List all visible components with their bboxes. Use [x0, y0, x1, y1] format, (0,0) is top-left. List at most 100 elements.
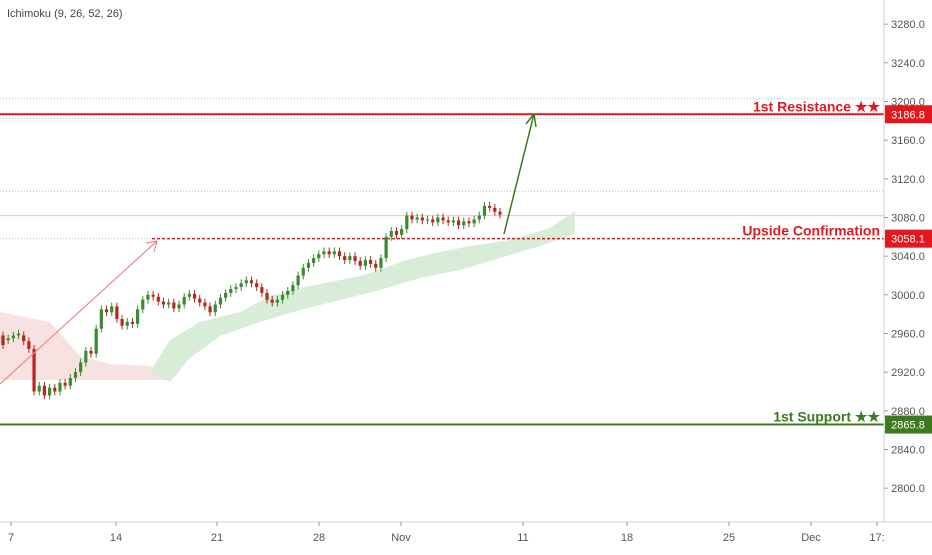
candle-body — [462, 221, 466, 226]
candle-body — [477, 215, 481, 220]
trend-arrow-head — [145, 240, 158, 253]
candle-body — [141, 299, 145, 310]
level-labels: 1st Resistance ★★ 3186.8 Upside Confirmati… — [742, 98, 932, 434]
y-tick-label: 3120.0 — [891, 174, 925, 186]
candle-body — [37, 385, 41, 392]
candle-body — [431, 219, 435, 223]
candle-body — [482, 205, 487, 216]
candle-body — [125, 321, 129, 326]
candle-body — [68, 377, 72, 386]
projection-arrow-line — [503, 113, 535, 235]
x-tick-label: 11 — [517, 532, 528, 544]
x-tick-label: 18 — [621, 532, 633, 544]
candle-body — [115, 306, 119, 319]
candle-body — [498, 211, 502, 215]
candle-body — [198, 298, 202, 303]
candle-body — [32, 348, 36, 392]
y-axis: 3280.0 3240.0 3200.0 3160.0 3120.0 3080.0 3040… — [883, 0, 925, 522]
candle-body — [358, 261, 362, 266]
candle-body — [384, 236, 388, 259]
candle-body — [394, 231, 399, 235]
candle-body — [94, 328, 98, 354]
candle-body — [451, 220, 456, 223]
candle-body — [312, 258, 316, 263]
candle-body — [353, 256, 357, 261]
x-tick-label: 7 — [8, 532, 14, 544]
x-tick-label: 17: — [869, 532, 884, 544]
candle-body — [110, 306, 114, 313]
candle-body — [286, 290, 290, 295]
candle-body — [374, 263, 378, 268]
candle-body — [363, 260, 367, 266]
y-tick-label: 3000.0 — [891, 290, 925, 302]
candle-body — [63, 382, 67, 386]
candle-body — [203, 302, 207, 307]
level-value-tag-resistance — [885, 105, 932, 124]
candle-body — [493, 207, 497, 212]
y-tick-label: 3080.0 — [891, 213, 925, 225]
candle-body — [146, 294, 150, 300]
candle-body — [441, 217, 445, 221]
candle-body — [6, 338, 10, 341]
trend-arrow-line — [0, 240, 158, 385]
ichimoku-cloud — [0, 211, 575, 382]
candle-body — [280, 294, 285, 300]
candle-body — [405, 215, 409, 230]
level-label-confirmation: Upside Confirmation — [742, 223, 880, 239]
candle-body — [120, 319, 124, 326]
candle-body — [136, 309, 140, 324]
candle-body — [172, 302, 176, 309]
y-tick-label: 3040.0 — [891, 251, 925, 263]
candle-body — [488, 205, 492, 208]
grid-lines — [0, 98, 884, 217]
x-tick-label: 25 — [723, 532, 735, 544]
candle-body — [84, 350, 88, 363]
x-tick-label: 28 — [313, 532, 325, 544]
candle-body — [415, 217, 419, 220]
candle-body — [42, 385, 47, 396]
candle-body — [327, 251, 331, 255]
level-value-confirmation: 3058.1 — [891, 234, 925, 246]
candle-body — [348, 256, 352, 261]
candle-body — [244, 280, 248, 284]
candle-body — [301, 267, 305, 276]
candle-body — [218, 297, 223, 305]
candle-body — [213, 304, 217, 313]
candle-body — [249, 280, 254, 284]
level-label-support: 1st Support ★★ — [773, 409, 880, 425]
projection-arrow-head — [525, 113, 537, 128]
candle-body — [343, 256, 347, 261]
candle-body — [260, 287, 264, 293]
y-tick-label: 3280.0 — [891, 19, 925, 31]
candle-body — [436, 217, 440, 223]
x-tick-label: Dec — [801, 532, 821, 544]
candle-body — [151, 294, 155, 297]
level-label-resistance: 1st Resistance ★★ — [753, 98, 880, 114]
candle-body — [239, 283, 243, 288]
candle-body — [270, 299, 274, 303]
candle-body — [53, 387, 57, 392]
x-tick-label: Nov — [391, 532, 411, 544]
candle-body — [16, 333, 21, 336]
level-value-support: 2865.8 — [891, 420, 925, 432]
candle-body — [192, 293, 197, 299]
x-tick-label: 14 — [110, 532, 122, 544]
candle-body — [27, 341, 31, 349]
y-tick-label: 2840.0 — [891, 445, 925, 457]
candle-body — [332, 251, 336, 255]
level-value-tag-confirmation — [885, 229, 932, 248]
candle-body — [234, 287, 238, 290]
candle-body — [400, 229, 404, 235]
candle-body — [275, 299, 279, 303]
candle-body — [167, 302, 171, 305]
candle-body — [130, 321, 135, 324]
candle-body — [11, 335, 15, 339]
y-tick-label: 2920.0 — [891, 367, 925, 379]
candle-body — [1, 335, 5, 346]
candle-body — [410, 215, 414, 220]
y-tick-label: 2800.0 — [891, 483, 925, 495]
candle-body — [317, 254, 321, 259]
level-value-tag-support — [885, 415, 932, 434]
